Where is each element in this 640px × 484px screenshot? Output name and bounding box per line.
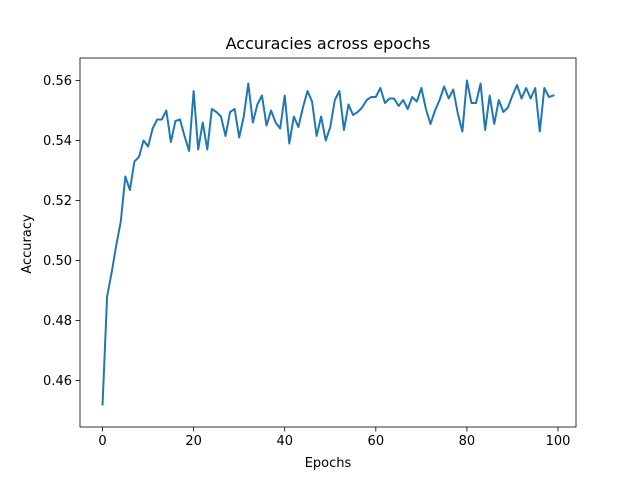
x-tick-label: 40 <box>276 434 293 449</box>
y-tick-label: 0.54 <box>43 134 72 149</box>
x-tick-label: 0 <box>98 434 106 449</box>
x-axis-label: Epochs <box>305 456 352 471</box>
y-tick-label: 0.50 <box>43 254 72 269</box>
y-tick-label: 0.46 <box>43 374 72 389</box>
x-tick-label: 20 <box>185 434 202 449</box>
series-layer <box>101 79 555 406</box>
y-tick-label: 0.48 <box>43 314 72 329</box>
y-tick-label: 0.56 <box>43 74 72 89</box>
y-tick-label: 0.52 <box>43 194 72 209</box>
axes-frame <box>79 57 577 428</box>
axis-ticks: 0 20 40 60 80 100 0.46 0.48 0.50 0.52 0.54 0.56 <box>43 74 570 449</box>
chart-title: Accuracies across epochs <box>226 34 431 53</box>
x-tick-label: 80 <box>459 434 476 449</box>
x-tick-label: 100 <box>546 434 571 449</box>
y-axis-label: Accuracy <box>20 214 35 274</box>
x-tick-label: 60 <box>368 434 385 449</box>
plot-frame <box>79 57 577 428</box>
series-line-0 <box>101 79 555 406</box>
